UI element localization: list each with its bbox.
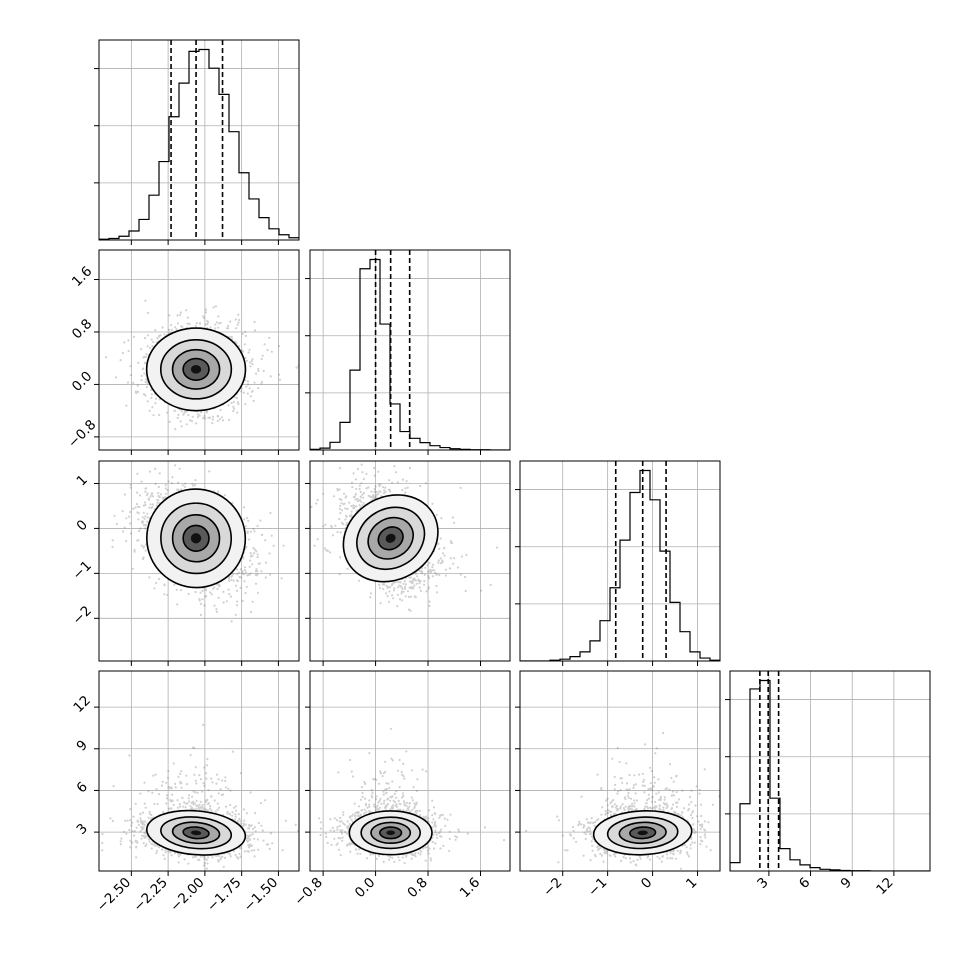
scatter-3-1 [317,727,506,865]
contour-2 [618,821,667,845]
x-tick-label: 1 [683,875,700,892]
histogram-3 [730,679,930,871]
x-tick-label: 0.0 [352,875,379,902]
x-tick-label: 12 [873,875,896,898]
y-tick-label: 9 [73,737,90,754]
density-level-4 [385,533,396,543]
y-tick-label: −0.8 [65,417,99,451]
density-level-4 [190,365,202,374]
panel-1-0: −0.8 0.0 0.8 1.6 [65,249,300,455]
scatter-points [525,731,720,870]
panel-1-1 [305,249,511,455]
contour-0 [145,327,247,412]
x-tick-label: −2.50 [94,875,135,916]
contour-1 [360,816,421,850]
panel-3-3: 3 6 9 12 [725,670,931,898]
panel-2-0: −2 −1 0 1 [69,460,300,666]
contour-2 [171,348,221,390]
scatter-2-1 [310,463,499,612]
panel-frame [729,670,931,872]
x-tick-label: −1 [585,875,610,900]
contour-1 [606,816,679,850]
contour-3 [182,357,210,381]
y-tick-label: 0 [73,517,90,534]
y-tick-label: −2 [69,603,94,628]
x-tick-label: −2.25 [130,875,171,916]
x-tick-label: 0.8 [404,875,431,902]
y-tick-label: 6 [73,779,90,796]
x-tick-label: 9 [838,875,855,892]
panel-3-1: −0.8 0.0 0.8 1.6 [291,670,511,909]
histogram-0 [99,48,299,240]
y-tick-label: 12 [70,693,93,716]
panel-3-2: −2 −1 0 1 [515,670,721,900]
y-tick-label: 1 [73,472,90,489]
scatter-1-0 [105,299,299,431]
histogram-2 [520,469,720,661]
contour-0 [348,810,433,856]
contour-1 [160,502,233,575]
contour-1 [159,339,233,400]
contour-3 [182,524,210,553]
panel-3-0: −2.50−2.25−2.00−1.75−1.50 3 6 9 12 [70,670,300,916]
contour-2 [171,821,221,845]
x-tick-label: −1.75 [204,875,245,916]
contour-1 [356,506,426,571]
panel-frame [519,670,721,872]
contour-3 [182,826,210,840]
contour-3 [379,826,403,840]
panel-0-0 [94,39,300,245]
x-tick-label: −1.50 [241,875,282,916]
x-tick-label: −2 [540,875,565,900]
contour-0 [145,809,247,856]
y-tick-label: 0.8 [69,316,96,343]
contour-0 [592,810,693,856]
x-tick-label: 6 [796,875,813,892]
panel-frame [309,249,511,451]
panel-frame [309,670,511,872]
y-tick-label: 0.0 [69,368,96,395]
contour-0 [342,494,439,583]
x-tick-label: −2.00 [167,875,208,916]
contour-2 [370,821,412,845]
panel-frame [98,670,300,872]
panel-2-2 [515,460,721,666]
x-tick-label: 0 [638,875,655,892]
panel-frame [98,39,300,241]
density-level-4 [190,830,202,836]
scatter-2-0 [111,464,285,623]
contour-3 [629,826,657,840]
histogram-1 [310,258,510,450]
panel-frame [309,460,511,662]
density-level-4 [637,830,648,836]
panel-frame [98,460,300,662]
contour-2 [171,514,221,563]
density-level-4 [386,830,395,836]
contour-0 [146,488,247,589]
contour-1 [160,816,233,850]
panel-frame [98,249,300,451]
panel-frame [519,460,721,662]
y-tick-label: 1.6 [69,263,96,290]
panel-2-1 [305,460,511,666]
y-tick-label: −1 [69,558,94,583]
x-tick-label: 1.6 [457,875,484,902]
x-tick-label: 3 [754,875,771,892]
density-level-4 [190,533,202,544]
y-tick-label: 3 [73,821,90,838]
x-tick-label: −0.8 [291,875,325,909]
scatter-3-2 [525,731,720,870]
contour-2 [367,516,414,560]
scatter-3-0 [101,723,299,870]
contour-3 [377,526,404,551]
